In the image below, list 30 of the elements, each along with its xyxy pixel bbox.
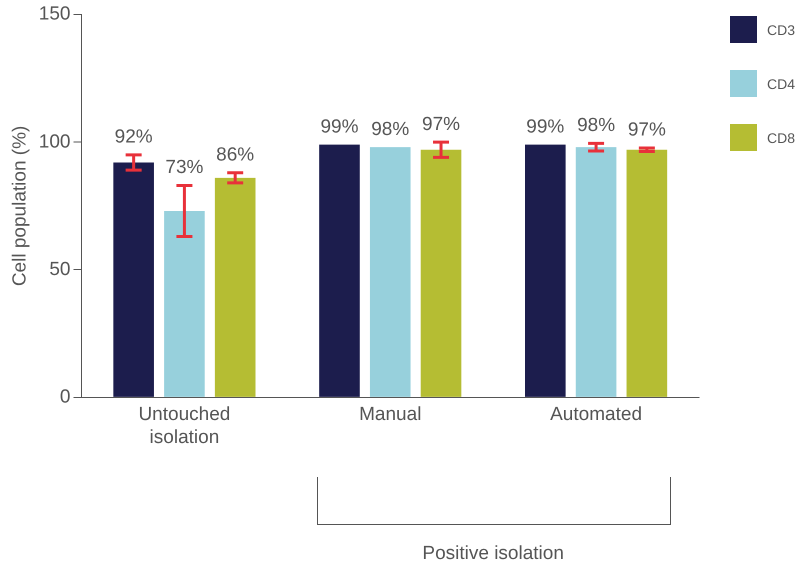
bar [319, 144, 360, 397]
bar [370, 147, 411, 397]
data-label: 92% [114, 126, 153, 148]
bar [420, 150, 462, 397]
text: Positive isolation [422, 543, 564, 566]
y-axis-title: Cell population (%) [10, 126, 31, 286]
x-tick-label: Manual [359, 404, 422, 426]
bar [113, 162, 154, 397]
bar [576, 147, 616, 397]
y-tick-label: 150 [38, 4, 70, 25]
bar [164, 211, 205, 397]
data-label: 97% [628, 120, 666, 141]
x-tick-label: Untouched isolation [138, 404, 230, 448]
data-label: 73% [165, 157, 204, 178]
y-tick-label: 0 [60, 386, 70, 408]
data-label: 99% [526, 116, 564, 138]
legend-label: CD8 [767, 130, 796, 146]
y-tick-label: 50 [49, 258, 70, 280]
legend-label: CD3 [767, 22, 796, 38]
data-label: 86% [216, 144, 254, 166]
x-tick-label: Automated [550, 404, 642, 426]
y-tick-label: 100 [38, 131, 70, 152]
bar [626, 150, 668, 397]
bar [525, 144, 566, 397]
data-label: 98% [577, 115, 616, 136]
legend-label: CD4 [767, 76, 796, 92]
data-label: 99% [320, 116, 359, 138]
data-label: 97% [422, 114, 460, 135]
bar [214, 178, 256, 397]
data-label: 98% [371, 118, 410, 140]
